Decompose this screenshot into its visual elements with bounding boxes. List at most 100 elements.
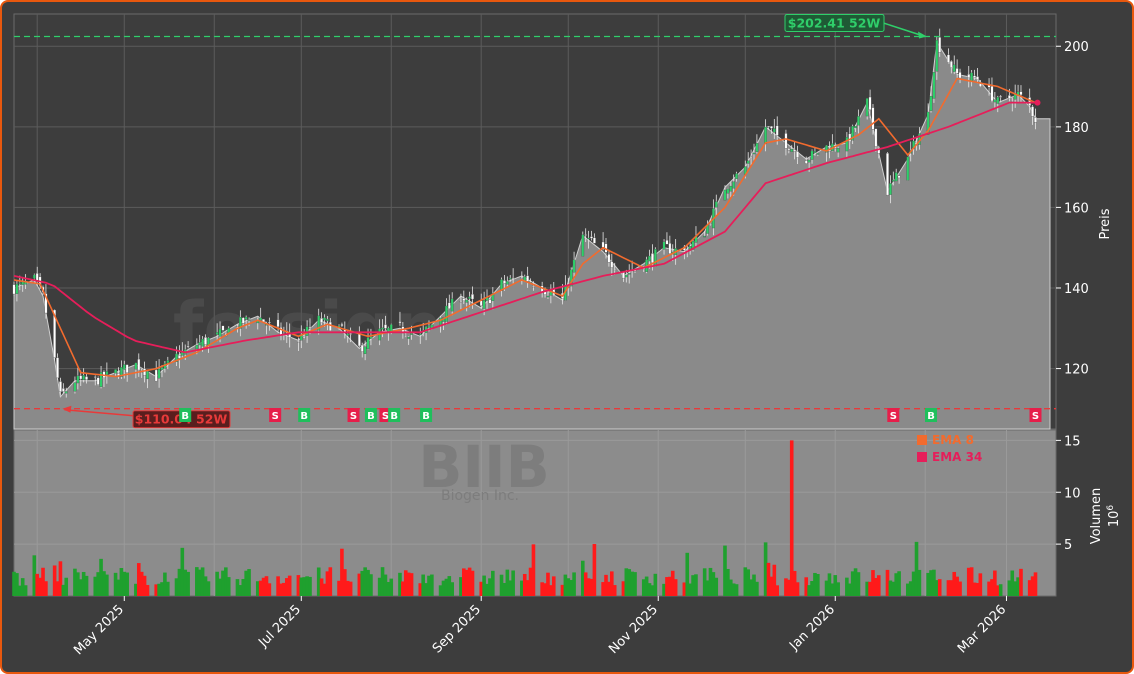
volume-bar (531, 544, 536, 596)
candle-body (247, 319, 251, 321)
volume-bar (218, 578, 222, 596)
candle-body (326, 318, 329, 321)
high-52w-arrow (881, 21, 926, 38)
date-tick-label: Nov 2025 (606, 602, 661, 657)
legend: EMA 8 EMA 34 (917, 433, 982, 464)
volume-bar (723, 545, 727, 596)
volume-bar (755, 581, 759, 596)
candle-body (445, 305, 448, 322)
candle-body (607, 254, 611, 263)
volume-bar (154, 584, 158, 596)
volume-bar (366, 569, 370, 596)
volume-bar (197, 569, 202, 596)
volume-bar (15, 573, 19, 596)
candle-body (613, 268, 617, 271)
candle-body (651, 253, 654, 263)
volume-bar (401, 581, 405, 596)
candle-body (520, 277, 524, 279)
volume-bar (264, 576, 269, 596)
volume-bar (998, 584, 1003, 596)
volume-bar (847, 583, 852, 596)
volume-bar (328, 567, 333, 596)
volume-bar (105, 574, 109, 596)
volume-bar (749, 579, 753, 596)
volume-bar (430, 574, 434, 596)
candle-body (1028, 97, 1032, 106)
candle-body (622, 272, 625, 279)
candle-body (122, 364, 126, 370)
volume-bar (804, 577, 809, 596)
candle-body (886, 153, 889, 196)
candle-body (999, 96, 1003, 98)
volume-bar (93, 576, 98, 596)
volume-bar (282, 582, 286, 596)
volume-bar (528, 567, 533, 596)
candle-body (85, 376, 88, 380)
volume-bar (479, 581, 484, 596)
candle-body (816, 153, 820, 155)
candle-body (99, 372, 103, 388)
price-tick-label: 120 (1064, 363, 1089, 378)
volume-bar (969, 567, 974, 596)
signal-label: S (1032, 411, 1039, 422)
candle-body (349, 333, 352, 335)
candle-body (949, 61, 953, 68)
volume-bar (728, 579, 733, 596)
volume-bar (601, 582, 605, 596)
candle-body (955, 68, 959, 74)
volume-bar (647, 583, 652, 596)
volume-bar (813, 572, 817, 596)
volume-bar (409, 573, 414, 596)
signal-box (420, 408, 433, 422)
candle-body (851, 125, 855, 141)
candle-body (369, 336, 373, 339)
volume-bar (20, 578, 25, 596)
volume-bar (195, 567, 199, 596)
signal-label: B (927, 411, 935, 422)
candle-body (572, 259, 576, 273)
volume-bar (563, 574, 568, 596)
volume-bar (955, 576, 959, 596)
candle-body (305, 326, 309, 336)
volume-bar (41, 567, 45, 596)
volume-bar (267, 583, 272, 596)
candle-body (328, 321, 332, 331)
volume-bar (113, 572, 118, 596)
volume-bar (1013, 581, 1017, 596)
volume-bar (795, 582, 800, 596)
volume-bar (705, 580, 710, 596)
volume-bar (406, 572, 411, 596)
volume-bar (650, 585, 655, 596)
candle-body (175, 353, 178, 362)
candle-body (79, 375, 83, 380)
candle-body (648, 255, 651, 262)
volume-bar (540, 582, 544, 596)
candle-body (134, 362, 138, 370)
volume-bar (1010, 570, 1015, 596)
candle-body (587, 237, 590, 240)
candle-body (44, 293, 48, 314)
volume-bar (398, 572, 402, 596)
volume-bar (508, 580, 513, 596)
volume-bar (44, 581, 48, 596)
candle-body (732, 181, 736, 189)
candle-body (593, 237, 596, 244)
candle-body (125, 364, 129, 373)
candle-body (244, 316, 248, 320)
volume-tick-label: 5 (1064, 538, 1072, 553)
candle-body (897, 175, 901, 179)
volume-bar (830, 583, 835, 596)
high-52w-label: $202.41 52W (788, 16, 881, 31)
candle-body (221, 325, 225, 331)
candle-body (320, 318, 323, 323)
candle-body (993, 99, 997, 103)
volume-bar (868, 581, 872, 596)
candle-body (810, 150, 814, 160)
candle-body (387, 327, 390, 332)
volume-bar (682, 582, 687, 596)
volume-bar (302, 577, 306, 596)
candle-body (465, 299, 469, 303)
volume-bar (255, 581, 260, 596)
candle-body (447, 302, 451, 309)
candle-body (462, 298, 466, 301)
